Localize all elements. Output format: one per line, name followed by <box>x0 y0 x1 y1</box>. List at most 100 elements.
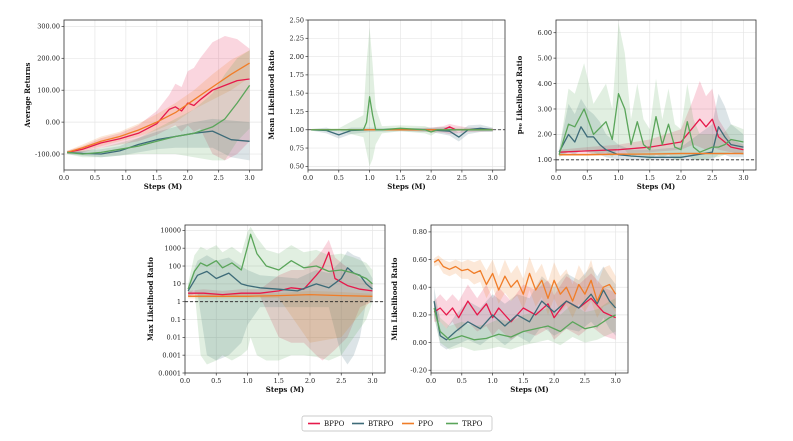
series-line-trpo <box>558 93 744 155</box>
x-tick-label: 2.0 <box>676 174 686 182</box>
series-line-trpo <box>433 307 616 341</box>
series-line-bppo <box>559 118 744 153</box>
x-axis-label: Steps (M) <box>266 385 304 394</box>
y-tick-label: 1.00 <box>538 156 552 164</box>
y-tick-label: 2.00 <box>290 53 304 61</box>
series-line-btrpo <box>67 130 250 155</box>
x-tick-label: 1.0 <box>613 174 623 182</box>
x-tick-label: 0.0 <box>59 174 69 182</box>
series-line-ppo <box>66 62 250 154</box>
y-tick-label: 1 <box>177 298 181 306</box>
y-tick-label: 0.01 <box>167 334 181 342</box>
x-axis-label: Steps (M) <box>510 385 548 394</box>
series-line-ppo <box>188 293 373 297</box>
plot-frame <box>63 19 263 171</box>
x-tick-label: 1.5 <box>395 174 405 182</box>
x-tick-label: 3.0 <box>367 377 377 385</box>
y-axis-label: Min Likelihood Ratio <box>390 257 399 340</box>
band-trpo <box>559 22 744 160</box>
series-line-ppo <box>559 152 744 156</box>
x-tick-label: 0.5 <box>334 174 344 182</box>
y-tick-label: 0.00 <box>46 118 60 126</box>
y-tick-label: 10000 <box>160 227 181 235</box>
y-tick-label: 0.50 <box>290 163 304 171</box>
band-btrpo <box>188 251 373 365</box>
band-trpo <box>434 298 616 351</box>
x-tick-label: 2.0 <box>183 174 193 182</box>
series-line-trpo <box>67 85 251 155</box>
x-tick-label: 1.5 <box>274 377 284 385</box>
y-tick-label: 0.00 <box>413 339 427 347</box>
band-trpo <box>311 27 493 167</box>
y-tick-label: 200.00 <box>37 55 60 63</box>
y-tick-label: -0.20 <box>410 367 427 375</box>
x-tick-label: 0.0 <box>551 174 561 182</box>
y-tick-label: 0.40 <box>413 284 427 292</box>
y-tick-label: 100 <box>169 262 181 270</box>
plot-frame <box>307 19 506 171</box>
x-tick-label: 0.5 <box>457 377 467 385</box>
legend-label-ppo: PPO <box>418 420 433 428</box>
y-axis-label: Average Returns <box>23 62 32 128</box>
x-tick-label: 3.0 <box>488 174 498 182</box>
y-tick-label: 1.50 <box>290 89 304 97</box>
band-bppo <box>559 81 744 155</box>
y-tick-label: 2.00 <box>538 131 552 139</box>
x-tick-label: 0.0 <box>426 377 436 385</box>
y-tick-label: 5.00 <box>538 54 552 62</box>
band-btrpo <box>559 93 744 160</box>
x-tick-label: 1.5 <box>152 174 162 182</box>
x-tick-label: 1.0 <box>487 377 497 385</box>
y-tick-label: 1.75 <box>290 71 304 79</box>
x-axis-label: Steps (M) <box>387 182 425 191</box>
series-line-btrpo <box>433 289 617 341</box>
y-tick-label: 0.20 <box>413 311 427 319</box>
chart-panel-2: 0.0 0.5 1.0 1.5 2.0 2.5 3.0 0.50 0.75 1.00 1.25 1.5… <box>267 16 506 191</box>
series-line-trpo <box>311 96 493 133</box>
x-tick-label: 3.0 <box>611 377 621 385</box>
y-tick-label: 2.50 <box>290 16 304 24</box>
y-tick-label: 300.00 <box>37 23 60 31</box>
legend-label-btrpo: BTRPO <box>368 420 394 428</box>
y-axis-label: Max Likelihood Ratio <box>146 257 155 341</box>
chart-panel-5: 0.0 0.5 1.0 1.5 2.0 2.5 3.0 -0.20 0.00 0.20 0.40 0.… <box>390 224 629 394</box>
x-axis-label: Steps (M) <box>144 182 182 191</box>
y-axis-label: p₉₀ Likelihood Ratio <box>515 55 524 134</box>
y-tick-label: 3.00 <box>538 105 552 113</box>
x-tick-label: 1.0 <box>121 174 131 182</box>
y-tick-label: 2.25 <box>290 35 304 43</box>
x-tick-label: 1.0 <box>242 377 252 385</box>
y-tick-label: 0.001 <box>162 351 181 359</box>
y-tick-label: 10 <box>173 280 181 288</box>
y-tick-label: 1000 <box>164 244 181 252</box>
y-tick-label: 0.1 <box>171 316 181 324</box>
band-trpo <box>67 50 250 161</box>
chart-panel-3: 0.0 0.5 1.0 1.5 2.0 2.5 3.0 1.00 2.00 3.00 4.00 5.0… <box>515 19 757 191</box>
x-tick-label: 2.0 <box>305 377 315 385</box>
y-tick-label: 1.25 <box>290 108 304 116</box>
chart-panel-1: 0.0 0.5 1.0 1.5 2.0 2.5 3.0 -100.00 0.00 100.00 20… <box>23 19 263 191</box>
x-tick-label: 0.5 <box>582 174 592 182</box>
band-ppo <box>67 50 250 154</box>
band-ppo <box>188 290 373 343</box>
legend: BPPO BTRPO PPO TRPO <box>301 415 493 432</box>
legend-label-bppo: BPPO <box>324 420 345 428</box>
plot-frame <box>555 19 757 171</box>
x-tick-label: 0.5 <box>211 377 221 385</box>
x-tick-label: 2.5 <box>707 174 717 182</box>
x-tick-label: 1.5 <box>645 174 655 182</box>
series-line-trpo <box>187 233 373 290</box>
x-tick-label: 1.5 <box>518 377 528 385</box>
series-line-ppo <box>433 258 617 302</box>
legend-label-trpo: TRPO <box>462 420 483 428</box>
x-tick-label: 2.0 <box>426 174 436 182</box>
y-tick-label: -100.00 <box>35 150 60 158</box>
y-tick-label: 0.80 <box>413 228 427 236</box>
y-tick-label: 4.00 <box>538 80 552 88</box>
x-tick-label: 0.0 <box>180 377 190 385</box>
plot-frame <box>430 224 629 374</box>
y-tick-label: 1.00 <box>290 126 304 134</box>
y-tick-label: 100.00 <box>37 87 60 95</box>
x-tick-label: 2.5 <box>580 377 590 385</box>
